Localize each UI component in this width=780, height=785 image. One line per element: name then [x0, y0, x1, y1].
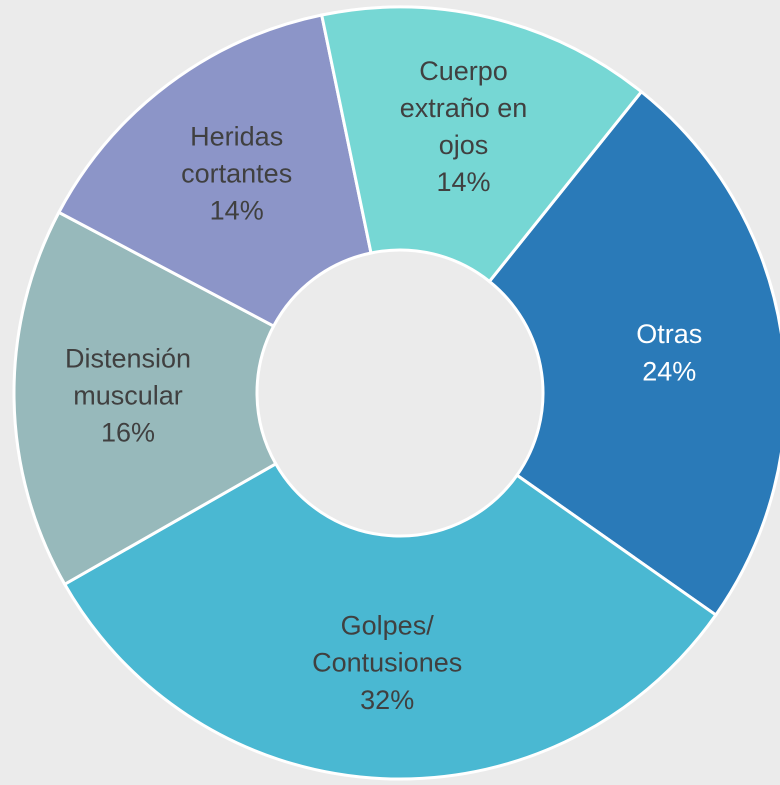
label-line: Distensión — [65, 343, 191, 373]
slice-value-label: 24% — [642, 356, 696, 386]
slice-value-label: 16% — [101, 417, 155, 447]
label-line: Contusiones — [312, 648, 462, 678]
label-line: Golpes/ — [341, 611, 435, 641]
label-line: Heridas — [190, 122, 283, 152]
label-line: muscular — [73, 380, 183, 410]
slice-value-label: 32% — [360, 685, 414, 715]
donut-slice — [12, 210, 278, 587]
donut-slice — [56, 13, 373, 329]
label-line: Cuerpo — [419, 56, 508, 86]
slice-value-label: 14% — [436, 167, 490, 197]
label-line: cortantes — [181, 159, 292, 189]
slice-label: Heridas cortantes — [181, 122, 292, 189]
label-line: ojos — [439, 130, 489, 160]
label-line: extraño en — [400, 93, 528, 123]
slice-label: Otras — [636, 319, 702, 349]
donut-slice — [62, 461, 718, 781]
slice-label: Golpes/Contusiones — [312, 611, 462, 678]
donut-slice — [319, 5, 644, 284]
slice-value-label: 14% — [210, 196, 264, 226]
label-line: Otras — [636, 319, 702, 349]
slice-label: Cuerpo extraño en ojos — [400, 56, 528, 160]
slice-label: Distensión muscular — [65, 343, 191, 410]
donut-slice — [487, 89, 780, 618]
